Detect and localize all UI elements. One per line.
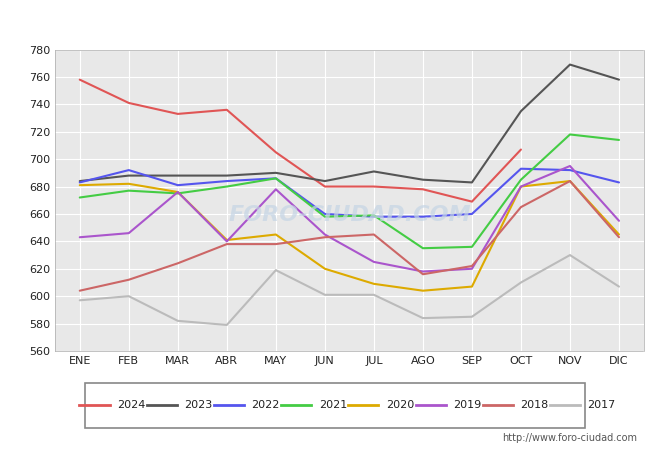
Text: FORO-CIUDAD.COM: FORO-CIUDAD.COM <box>228 205 471 225</box>
Text: 2020: 2020 <box>386 400 414 410</box>
Text: 2017: 2017 <box>588 400 616 410</box>
Text: 2024: 2024 <box>117 400 146 410</box>
Text: Afiliados en Vallada a 30/9/2024: Afiliados en Vallada a 30/9/2024 <box>179 11 471 29</box>
Text: http://www.foro-ciudad.com: http://www.foro-ciudad.com <box>502 433 637 443</box>
Text: 2022: 2022 <box>252 400 280 410</box>
Text: 2023: 2023 <box>184 400 213 410</box>
Text: 2021: 2021 <box>318 400 347 410</box>
Text: 2018: 2018 <box>520 400 549 410</box>
Text: 2019: 2019 <box>453 400 482 410</box>
